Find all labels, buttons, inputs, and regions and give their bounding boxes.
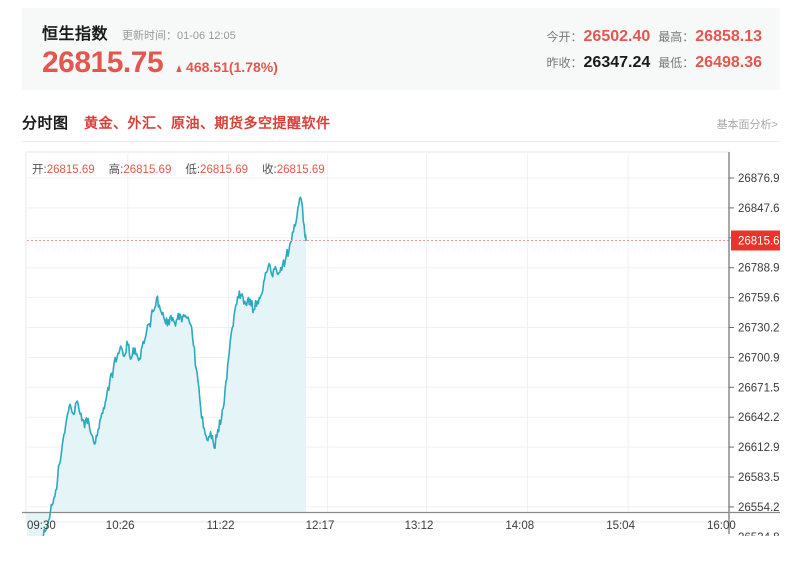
ohlc-low: 低:26815.69: [185, 164, 248, 176]
x-axis-tick-label: 12:17: [306, 520, 335, 532]
last-price: 26815.75: [42, 46, 164, 79]
low-value: 26498.36: [695, 54, 762, 71]
y-axis-tick-label: 26788.95: [738, 263, 780, 275]
ohlc-low-value: 26815.69: [200, 164, 249, 176]
high-value: 26858.13: [695, 28, 762, 45]
current-price-badge: 26815.69: [731, 230, 780, 251]
y-axis-tick-label: 26700.92: [738, 352, 780, 364]
ohlc-high-label: 高:: [108, 164, 124, 176]
arrow-up-icon: ▲: [174, 61, 184, 75]
update-time: 更新时间：01-06 12:05: [122, 30, 236, 42]
ohlc-open-value: 26815.69: [46, 164, 95, 176]
x-axis-tick-label: 14:08: [505, 520, 534, 532]
ohlc-low-label: 低:: [185, 164, 201, 176]
y-axis-tick-label: 26612.90: [738, 442, 780, 454]
open-label: 今开：: [546, 30, 583, 44]
y-axis-tick-label: 26671.58: [738, 382, 780, 394]
y-axis-tick-label: 26759.61: [738, 293, 780, 305]
open-value: 26502.40: [583, 28, 651, 45]
x-axis-tick-label: 15:04: [606, 520, 635, 532]
stats-row-bottom: 昨收：26347.24 最低：26498.36: [547, 50, 763, 76]
x-axis-tick-label: 13:12: [405, 520, 434, 532]
current-price-badge-bg: [731, 230, 780, 251]
chart-price-line: [42, 196, 307, 536]
ohlc-close-label: 收:: [262, 164, 277, 176]
x-axis-tick-label: 11:22: [207, 520, 235, 532]
y-axis-tick-label: 26730.27: [738, 323, 780, 335]
x-axis-tick-label: 16:00: [707, 520, 736, 532]
y-axis-tick-label: 26876.98: [738, 173, 780, 185]
prev-close-value: 26347.24: [583, 54, 651, 71]
fundamental-analysis-link[interactable]: 基本面分析>: [716, 119, 778, 131]
x-axis-tick-label: 10:26: [106, 520, 135, 532]
ohlc-close: 收:26815.69: [262, 164, 325, 176]
stats-row-top: 今开：26502.40 最高：26858.13: [547, 24, 763, 50]
price-change-group: ▲ 468.51(1.78%): [173, 59, 278, 75]
y-axis-tick-label: 26524.87: [738, 532, 780, 536]
chart-area-fill: [27, 197, 306, 536]
index-name: 恒生指数: [42, 26, 109, 43]
promo-banner-text[interactable]: 黄金、外汇、原油、期货多空提醒软件: [84, 115, 331, 131]
ohlc-high: 高:26815.69: [109, 164, 172, 176]
quote-header-panel: 恒生指数 更新时间：01-06 12:05 26815.75 ▲ 468.51(1…: [22, 8, 780, 90]
y-axis-tick-label: 26642.24: [738, 412, 780, 424]
chart-x-axis-labels: 09:30 10:26 11:22 12:17 13:12 14:08 15:04 16:00: [27, 520, 736, 532]
y-axis-tick-label: 26583.56: [738, 472, 780, 484]
ohlc-readout: 开:26815.69 高:26815.69 低:26815.69 收:26815.69: [32, 161, 339, 177]
ohlc-open-label: 开:: [32, 164, 47, 176]
price-change-value: 468.51(1.78%): [186, 59, 278, 75]
y-axis-tick-label: 26847.63: [738, 203, 780, 215]
chart-y-axis-labels: 26876.98 26847.63 26788.95 26759.61 26730.27…: [738, 173, 780, 536]
ohlc-close-value: 26815.69: [276, 164, 325, 176]
quote-primary-block: 恒生指数 更新时间：01-06 12:05 26815.75 ▲ 468.51(1…: [42, 20, 278, 80]
x-axis-tick-label: 09:30: [27, 520, 56, 532]
ohlc-high-value: 26815.69: [123, 164, 172, 176]
tab-timeshare-chart[interactable]: 分时图: [22, 115, 69, 132]
prev-close-label: 昨收：: [546, 56, 583, 70]
quote-stats-block: 今开：26502.40 最高：26858.13 昨收：26347.24 最低：264…: [547, 24, 763, 76]
high-label: 最高：: [658, 30, 695, 44]
current-price-badge-label: 26815.69: [738, 236, 780, 248]
timeshare-chart[interactable]: 开:26815.69 高:26815.69 低:26815.69 收:26815.69…: [22, 148, 780, 536]
y-axis-tick-label: 26554.21: [738, 502, 780, 514]
section-header: 分时图 黄金、外汇、原油、期货多空提醒软件 基本面分析>: [22, 108, 780, 142]
index-name-row: 恒生指数 更新时间：01-06 12:05: [42, 20, 278, 43]
price-row: 26815.75 ▲ 468.51(1.78%): [42, 46, 278, 80]
ohlc-open: 开:26815.69: [32, 164, 95, 176]
low-label: 最低：: [658, 56, 695, 70]
chart-canvas[interactable]: 26876.98 26847.63 26788.95 26759.61 26730.27…: [22, 148, 780, 536]
